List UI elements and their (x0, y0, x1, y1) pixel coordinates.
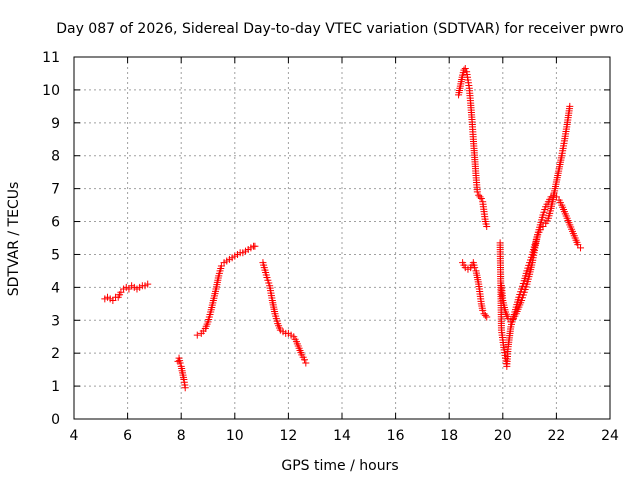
x-tick-label: 6 (123, 428, 132, 444)
data-point-marker (477, 195, 485, 203)
data-point-marker (566, 102, 574, 110)
data-point-marker (193, 331, 201, 339)
x-tick-label: 10 (226, 428, 244, 444)
data-point-marker (479, 306, 487, 314)
series-seg2 (114, 280, 152, 301)
y-tick-label: 1 (51, 379, 60, 395)
data-point-marker (476, 193, 484, 201)
series-seg7 (459, 259, 491, 321)
series-seg6 (455, 65, 491, 230)
chart-title: Day 087 of 2026, Sidereal Day-to-day VTE… (56, 21, 624, 37)
x-axis-label: GPS time / hours (281, 458, 398, 474)
y-axis-label: SDTVAR / TECUs (6, 182, 22, 297)
data-point-marker (300, 356, 308, 364)
data-point-marker (473, 188, 481, 196)
y-tick-label: 8 (51, 149, 60, 165)
y-tick-label: 11 (42, 50, 60, 66)
y-tick-label: 9 (51, 116, 60, 132)
x-tick-label: 22 (547, 428, 565, 444)
grid (74, 57, 610, 419)
series-seg8 (496, 191, 585, 370)
series-seg9 (497, 102, 574, 326)
data-point-marker (483, 222, 491, 230)
y-tick-label: 4 (51, 280, 60, 296)
x-tick-label: 18 (440, 428, 458, 444)
data-point-marker (302, 359, 310, 367)
data-point-marker (481, 311, 489, 319)
data-point-marker (471, 264, 479, 272)
y-tick-label: 10 (42, 83, 60, 99)
data-point-marker (181, 384, 189, 392)
data-point-marker (144, 280, 152, 288)
series-seg1 (101, 293, 120, 305)
y-tick-label: 0 (51, 412, 60, 428)
x-tick-label: 20 (494, 428, 512, 444)
y-tick-label: 5 (51, 247, 60, 263)
series-seg4 (193, 242, 259, 339)
data-point-marker (577, 244, 585, 252)
data-points (101, 65, 585, 392)
series-seg5 (259, 259, 310, 367)
x-tick-label: 4 (70, 428, 79, 444)
data-point-marker (483, 313, 491, 321)
data-point-marker (251, 242, 259, 250)
y-tick-label: 3 (51, 313, 60, 329)
x-tick-label: 16 (387, 428, 405, 444)
data-point-marker (461, 65, 469, 73)
x-tick-label: 8 (177, 428, 186, 444)
series-seg3 (174, 354, 189, 392)
y-tick-label: 2 (51, 346, 60, 362)
data-point-marker (176, 359, 184, 367)
x-tick-label: 24 (601, 428, 619, 444)
y-tick-label: 6 (51, 215, 60, 231)
x-tick-label: 12 (279, 428, 297, 444)
y-tick-label: 7 (51, 182, 60, 198)
x-tick-label: 14 (333, 428, 351, 444)
